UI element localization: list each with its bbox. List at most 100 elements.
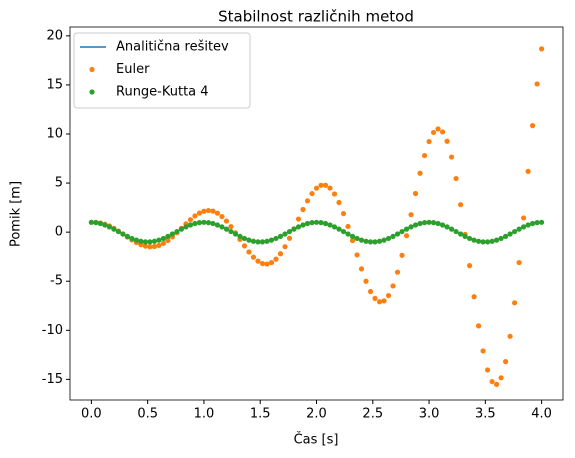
data-point (448, 226, 455, 232)
data-point (277, 233, 284, 239)
y-tick-label: 15 (46, 77, 63, 92)
data-point (295, 224, 302, 230)
data-point (502, 359, 509, 365)
data-point (363, 238, 369, 244)
data-point (421, 152, 428, 159)
data-point (457, 202, 464, 208)
data-point (273, 256, 279, 262)
x-tick-label: 1.5 (250, 407, 271, 422)
data-point (115, 228, 121, 235)
data-point (480, 348, 486, 354)
data-point (219, 213, 225, 220)
x-axis-label: Čas [s] (294, 432, 339, 448)
data-point (480, 239, 486, 245)
y-tick-label: 20 (46, 28, 63, 43)
data-point (466, 235, 473, 242)
data-point (399, 252, 405, 258)
data-point (484, 239, 491, 245)
data-point (381, 237, 387, 243)
data-point (313, 185, 320, 191)
data-point (498, 375, 504, 381)
data-point (336, 226, 342, 232)
data-point (530, 123, 536, 129)
plot-frame (69, 26, 564, 401)
data-point (453, 175, 459, 182)
legend-box (73, 32, 251, 109)
data-point (268, 237, 275, 243)
data-point (403, 233, 410, 239)
x-tick-label: 0.5 (137, 407, 158, 422)
data-point (250, 238, 257, 244)
data-point (331, 191, 338, 197)
data-point (259, 260, 266, 267)
data-point (367, 239, 374, 245)
data-point (205, 220, 212, 226)
data-point (403, 226, 410, 232)
data-point (277, 251, 284, 257)
data-point (156, 237, 162, 243)
data-point (539, 46, 545, 52)
data-point (255, 239, 261, 245)
data-point (295, 216, 302, 222)
data-point (525, 168, 531, 174)
data-point (309, 190, 315, 197)
legend-label: Analitična rešitev (116, 40, 229, 55)
data-point (214, 222, 221, 228)
data-point (286, 235, 293, 241)
data-point (300, 222, 306, 228)
data-point (165, 233, 171, 239)
data-point (178, 226, 185, 232)
data-point (196, 210, 203, 216)
data-point (412, 190, 419, 197)
y-tick-label: 0 (55, 225, 63, 240)
data-point (453, 228, 459, 235)
data-point (385, 292, 392, 299)
data-point (390, 283, 396, 289)
legend-label: Euler (116, 62, 150, 77)
x-tick-label: 3.0 (419, 407, 440, 422)
data-point (426, 219, 432, 225)
data-point (417, 220, 423, 227)
data-point (300, 206, 306, 213)
data-point (498, 235, 504, 242)
y-tick-label: -15 (42, 372, 63, 387)
y-axis-label: Pomik [m] (9, 181, 24, 247)
data-point (147, 239, 153, 245)
data-point (151, 243, 158, 250)
data-point (232, 231, 239, 237)
data-point (97, 220, 103, 227)
data-point (439, 222, 446, 228)
data-point (165, 237, 171, 244)
data-point (367, 288, 374, 295)
data-point (475, 323, 482, 329)
data-point (138, 238, 144, 244)
x-tick-label: 2.5 (362, 407, 383, 422)
data-point (439, 129, 446, 135)
legend-marker (89, 89, 95, 95)
data-point (174, 228, 180, 235)
data-point (156, 242, 162, 249)
data-point (205, 207, 212, 214)
data-point (241, 235, 248, 242)
data-point (214, 210, 221, 216)
data-point (327, 185, 333, 191)
y-tick-label: 10 (46, 126, 63, 141)
data-point (530, 220, 536, 227)
data-point (201, 208, 207, 214)
data-point (376, 299, 383, 305)
data-point (349, 237, 356, 244)
data-point (489, 238, 495, 244)
data-point (223, 218, 230, 224)
data-point (142, 243, 149, 249)
data-point (327, 222, 333, 228)
data-point (471, 237, 477, 243)
x-tick-label: 3.5 (475, 407, 496, 422)
data-point (539, 219, 545, 225)
data-point (201, 219, 207, 225)
data-point (466, 263, 473, 269)
data-point (489, 378, 495, 385)
data-point (160, 240, 167, 246)
data-point (426, 138, 432, 145)
data-point (318, 182, 324, 188)
